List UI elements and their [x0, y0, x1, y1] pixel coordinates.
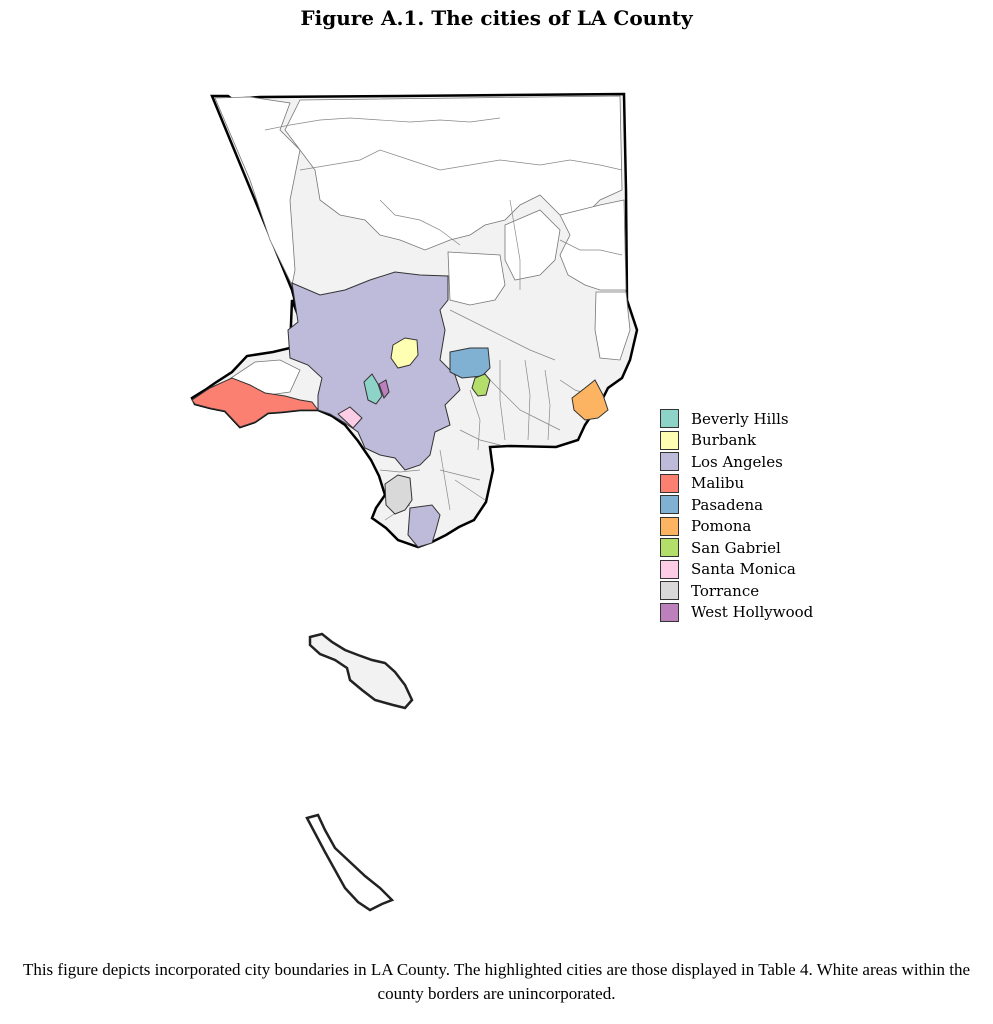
city-torrance	[384, 474, 413, 515]
legend-label-burbank: Burbank	[691, 431, 757, 450]
city-los-angeles	[287, 271, 461, 471]
city-boundaries	[264, 117, 623, 521]
legend-swatch-torrance	[660, 581, 679, 601]
legend-label-torrance: Torrance	[691, 581, 760, 600]
legend-swatch-pomona	[660, 516, 679, 536]
legend-swatch-west-hollywood	[660, 602, 679, 622]
city-burbank	[390, 337, 419, 369]
city-malibu	[191, 377, 319, 428]
legend-item-san-gabriel: San Gabriel	[660, 537, 813, 559]
legend-swatch-san-gabriel	[660, 538, 679, 558]
city-los-angeles-harbor	[407, 504, 441, 548]
legend-label-malibu: Malibu	[691, 474, 745, 493]
map-legend: Beverly Hills Burbank Los Angeles Malibu Pas…	[660, 408, 813, 623]
legend-swatch-beverly-hills	[660, 409, 679, 429]
city-pasadena	[449, 347, 491, 379]
unincorporated-areas	[214, 95, 631, 396]
legend-label-pomona: Pomona	[691, 517, 752, 536]
legend-swatch-los-angeles	[660, 452, 679, 472]
legend-item-pasadena: Pasadena	[660, 494, 813, 516]
legend-label-san-gabriel: San Gabriel	[691, 538, 781, 557]
legend-swatch-santa-monica	[660, 559, 679, 579]
legend-item-beverly-hills: Beverly Hills	[660, 408, 813, 430]
figure-title: Figure A.1. The cities of LA County	[300, 6, 693, 30]
santa-catalina-island	[308, 632, 414, 710]
legend-item-los-angeles: Los Angeles	[660, 451, 813, 473]
city-beverly-hills	[363, 373, 383, 405]
legend-item-santa-monica: Santa Monica	[660, 559, 813, 581]
legend-label-pasadena: Pasadena	[691, 495, 764, 514]
san-clemente-island	[305, 813, 395, 912]
legend-item-torrance: Torrance	[660, 580, 813, 602]
legend-item-west-hollywood: West Hollywood	[660, 602, 813, 624]
legend-label-west-hollywood: West Hollywood	[691, 603, 814, 622]
city-santa-monica	[337, 406, 363, 429]
legend-item-pomona: Pomona	[660, 516, 813, 538]
legend-label-beverly-hills: Beverly Hills	[691, 409, 789, 428]
legend-swatch-malibu	[660, 473, 679, 493]
legend-item-burbank: Burbank	[660, 430, 813, 452]
legend-label-los-angeles: Los Angeles	[691, 452, 783, 471]
legend-swatch-pasadena	[660, 495, 679, 515]
legend-swatch-burbank	[660, 430, 679, 450]
city-west-hollywood	[378, 379, 390, 399]
city-san-gabriel	[471, 373, 491, 397]
legend-label-santa-monica: Santa Monica	[691, 560, 796, 579]
legend-item-malibu: Malibu	[660, 473, 813, 495]
figure-caption: This figure depicts incorporated city bo…	[22, 960, 971, 1003]
city-pomona	[571, 379, 609, 421]
